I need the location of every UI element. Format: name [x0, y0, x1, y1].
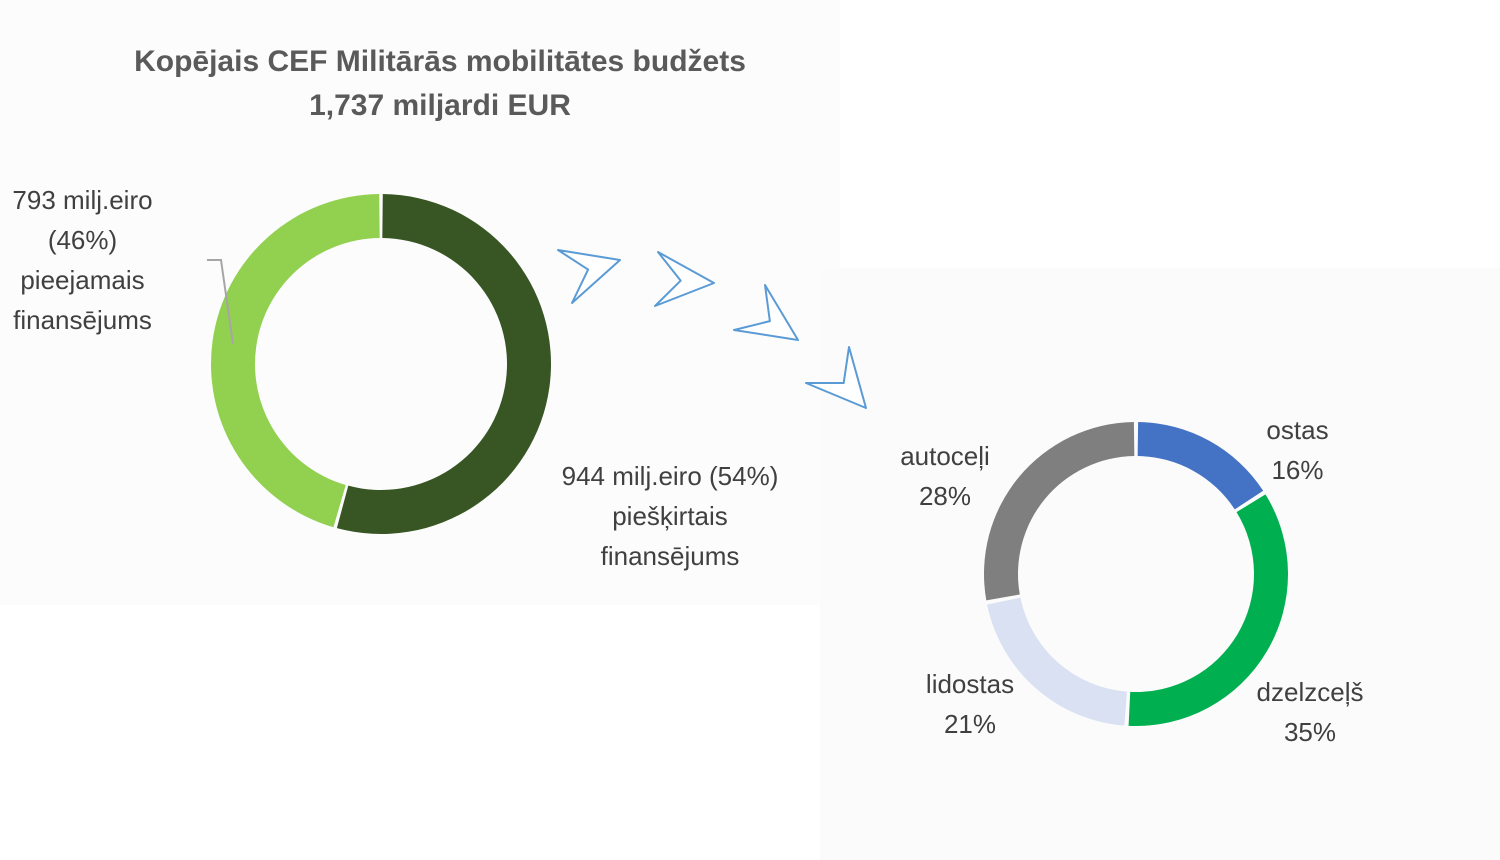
breakdown-donut-slice-2: [987, 597, 1127, 726]
label-airports-percent: 21%: [943, 709, 997, 739]
arrow-icon-4: [805, 346, 867, 409]
label-allocated-line2: piešķirtais: [612, 501, 728, 531]
label-allocated-amount: 944 milj.eiro (54%): [561, 461, 779, 491]
label-ports-name: ostas: [1266, 415, 1329, 445]
budget-donut-slice-1: [211, 194, 380, 528]
label-roads: autoceļi 28%: [880, 436, 1010, 516]
chart-title-line1: Kopējais CEF Militārās mobilitātes budže…: [134, 45, 746, 78]
label-allocated-funding: 944 milj.eiro (54%) piešķirtais finansēj…: [535, 456, 805, 576]
label-available-amount: 793 milj.eiro: [12, 185, 153, 215]
chart-title: Kopējais CEF Militārās mobilitātes budže…: [90, 40, 790, 128]
label-airports-name: lidostas: [925, 669, 1015, 699]
label-ports-percent: 16%: [1271, 455, 1324, 485]
breakdown-donut-slice-0: [1137, 422, 1264, 510]
leader-line: [207, 259, 234, 345]
label-railway-name: dzelzceļš: [1256, 677, 1364, 707]
label-allocated-line3: finansējums: [600, 541, 740, 571]
breakdown-chart-background: [820, 268, 1500, 860]
arrow-icon-2: [654, 251, 715, 307]
label-available-line3: pieejamais: [20, 265, 145, 295]
label-railway-percent: 35%: [1283, 717, 1337, 747]
breakdown-donut-slice-3: [984, 422, 1135, 601]
label-available-funding: 793 milj.eiro (46%) pieejamais finansēju…: [0, 180, 165, 340]
label-ports: ostas 16%: [1240, 410, 1355, 490]
label-available-line4: finansējums: [13, 305, 152, 335]
chart-title-line2: 1,737 miljardi EUR: [309, 89, 571, 122]
arrow-icon-1: [557, 249, 621, 304]
breakdown-donut-slice-1: [1128, 494, 1289, 727]
arrow-icon-3: [733, 284, 799, 341]
label-roads-name: autoceļi: [900, 441, 990, 471]
label-roads-percent: 28%: [918, 481, 972, 511]
label-available-percent: (46%): [47, 225, 118, 255]
label-railway: dzelzceļš 35%: [1240, 672, 1380, 752]
label-airports: lidostas 21%: [900, 664, 1040, 744]
budget-donut-slice-0: [336, 194, 551, 534]
